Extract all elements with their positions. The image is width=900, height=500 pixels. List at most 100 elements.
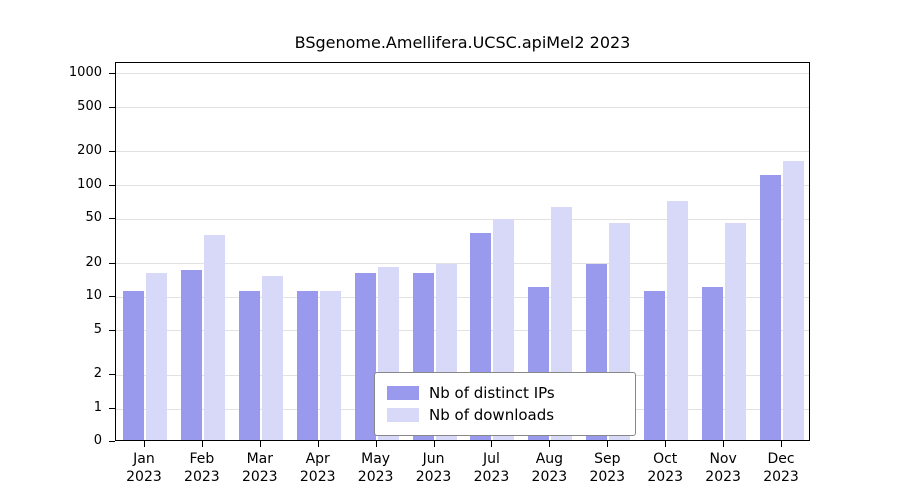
bar-downloads-jan — [145, 272, 167, 440]
y-tick-label: 500 — [77, 98, 102, 114]
x-tick-month: Sep — [594, 451, 621, 467]
y-tick-label: 2 — [93, 366, 102, 382]
legend-item: Nb of distinct IPs — [387, 384, 625, 402]
x-tick-year: 2023 — [241, 469, 278, 485]
bar-distinct-ips-jan — [122, 290, 144, 440]
y-tick-label: 200 — [77, 142, 102, 158]
x-tick-label-jul: Jul 2023 — [459, 450, 523, 486]
x-tick-year: 2023 — [299, 469, 336, 485]
x-tick-label-jan: Jan 2023 — [112, 450, 176, 486]
x-tick-year: 2023 — [473, 469, 510, 485]
bar-distinct-ips-mar — [238, 290, 260, 440]
x-tick-year: 2023 — [184, 469, 220, 485]
x-tick-month: Mar — [246, 451, 273, 467]
x-tick-label-jun: Jun 2023 — [402, 450, 466, 486]
x-tick-mark — [433, 441, 435, 447]
legend-item: Nb of downloads — [387, 406, 625, 424]
plot-area: Nb of distinct IPs Nb of downloads — [115, 62, 810, 441]
y-tick-label: 100 — [77, 176, 102, 192]
x-tick-mark — [143, 441, 145, 447]
bar-distinct-ips-feb — [180, 269, 202, 440]
x-tick-month: Aug — [535, 451, 564, 467]
y-tick-mark — [109, 329, 115, 331]
bar-distinct-ips-may — [354, 272, 376, 440]
y-tick-mark — [109, 374, 115, 376]
bar-distinct-ips-nov — [702, 286, 724, 440]
bar-distinct-ips-dec — [760, 174, 782, 440]
y-tick-mark — [109, 106, 115, 108]
x-tick-year: 2023 — [357, 469, 394, 485]
y-tick-label: 10 — [85, 288, 102, 304]
bar-downloads-nov — [725, 223, 747, 440]
y-tick-label: 1 — [93, 400, 102, 415]
x-tick-mark — [375, 441, 377, 447]
x-tick-label-oct: Oct 2023 — [633, 450, 697, 486]
x-tick-month: May — [361, 451, 391, 467]
x-tick-mark — [317, 441, 319, 447]
x-tick-mark — [607, 441, 609, 447]
legend-swatch-downloads — [387, 408, 419, 422]
y-tick-mark — [109, 408, 115, 409]
x-tick-month: Apr — [305, 451, 330, 467]
bar-downloads-oct — [667, 200, 689, 440]
x-tick-year: 2023 — [589, 469, 626, 485]
x-tick-month: Feb — [189, 451, 215, 467]
x-tick-label-aug: Aug 2023 — [517, 450, 581, 486]
x-tick-month: Oct — [653, 451, 678, 467]
x-tick-mark — [201, 441, 203, 447]
y-tick-mark — [109, 72, 115, 74]
gridline-y-100 — [116, 185, 809, 187]
legend-label: Nb of downloads — [429, 406, 555, 424]
x-tick-month: Jun — [422, 451, 445, 467]
gridline-y-1000 — [116, 73, 809, 75]
x-tick-month: Dec — [767, 451, 795, 467]
x-tick-year: 2023 — [647, 469, 684, 485]
x-tick-label-may: May 2023 — [344, 450, 408, 486]
x-tick-year: 2023 — [531, 469, 568, 485]
x-tick-year: 2023 — [126, 469, 162, 485]
bar-distinct-ips-oct — [644, 290, 666, 440]
x-tick-label-mar: Mar 2023 — [228, 450, 292, 486]
y-tick-mark — [109, 218, 115, 220]
legend-swatch-distinct-ips — [387, 386, 419, 400]
bar-downloads-apr — [319, 290, 341, 440]
x-tick-mark — [665, 441, 667, 447]
bar-distinct-ips-apr — [296, 290, 318, 440]
x-tick-mark — [781, 441, 783, 447]
y-tick-label: 20 — [85, 254, 102, 270]
legend-label: Nb of distinct IPs — [429, 384, 555, 402]
y-tick-mark — [109, 150, 115, 152]
gridline-y-200 — [116, 151, 809, 153]
x-tick-year: 2023 — [415, 469, 452, 485]
x-tick-year: 2023 — [705, 469, 741, 485]
x-tick-mark — [723, 441, 725, 447]
gridline-y-20 — [116, 263, 809, 265]
x-tick-mark — [549, 441, 551, 447]
gridline-y-500 — [116, 107, 809, 109]
gridline-y-5 — [116, 330, 809, 332]
x-tick-year: 2023 — [763, 469, 799, 485]
y-tick-label: 50 — [85, 210, 102, 226]
gridline-y-10 — [116, 296, 809, 298]
x-tick-month: Nov — [709, 451, 737, 467]
bar-downloads-mar — [261, 275, 283, 440]
y-tick-label: 5 — [93, 321, 102, 337]
x-tick-label-apr: Apr 2023 — [286, 450, 350, 486]
y-tick-mark — [109, 441, 115, 442]
y-tick-label: 1000 — [68, 64, 102, 80]
x-tick-month: Jul — [483, 451, 500, 467]
x-tick-label-sep: Sep 2023 — [575, 450, 639, 486]
x-tick-mark — [259, 441, 261, 447]
bar-downloads-dec — [783, 160, 805, 440]
chart-title: BSgenome.Amellifera.UCSC.apiMel2 2023 — [294, 33, 631, 52]
legend: Nb of distinct IPs Nb of downloads — [374, 372, 636, 436]
bar-downloads-feb — [203, 234, 225, 440]
x-tick-label-nov: Nov 2023 — [691, 450, 755, 486]
gridline-y-50 — [116, 218, 809, 220]
y-tick-mark — [109, 262, 115, 264]
y-tick-label: 0 — [93, 433, 102, 448]
y-tick-mark — [109, 296, 115, 298]
x-tick-label-feb: Feb 2023 — [170, 450, 234, 486]
x-tick-label-dec: Dec 2023 — [749, 450, 813, 486]
